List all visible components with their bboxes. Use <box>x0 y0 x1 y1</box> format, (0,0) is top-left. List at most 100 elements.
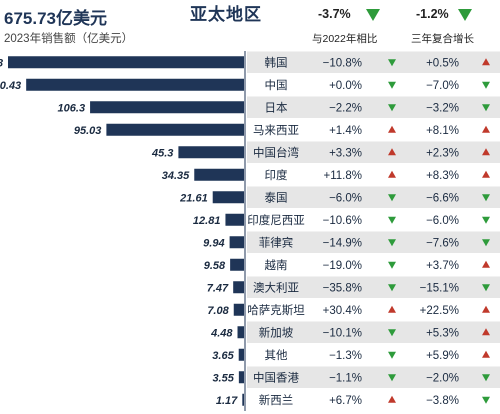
triangle-down-icon <box>388 351 396 359</box>
cagr-3yr-value: +3.7% <box>426 260 459 272</box>
row-shade <box>247 96 500 118</box>
bar <box>237 326 244 339</box>
category-label: 中国 <box>265 78 288 92</box>
vs-2022-value: −1.3% <box>329 350 362 362</box>
cagr-3yr-value: −7.6% <box>426 237 459 249</box>
category-label: 新西兰 <box>259 393 294 407</box>
bar-value-label: 162.98 <box>0 57 4 69</box>
cagr-3yr-value: −2.0% <box>426 372 459 384</box>
cagr-3yr-value: +8.1% <box>426 125 459 137</box>
category-label: 哈萨克斯坦 <box>247 303 305 317</box>
triangle-down-icon <box>388 374 396 382</box>
category-label: 新加坡 <box>259 325 294 339</box>
cagr-3yr-value: +2.3% <box>426 147 459 159</box>
bar <box>238 348 244 361</box>
row-shade <box>247 186 500 208</box>
triangle-down-icon <box>482 374 490 382</box>
bar <box>233 281 244 294</box>
triangle-down-icon <box>388 81 396 89</box>
triangle-up-icon <box>388 305 396 313</box>
triangle-down-icon <box>482 216 490 224</box>
bar <box>194 168 244 181</box>
vs-2022-value: +30.4% <box>323 305 362 317</box>
vs-2022-value: −10.1% <box>323 327 362 339</box>
vs-2022-value: −10.8% <box>323 57 362 69</box>
bar-value-label: 7.47 <box>207 282 229 294</box>
vs-2022-value: −35.8% <box>323 282 362 294</box>
category-label: 越南 <box>265 258 288 272</box>
bar-value-label: 21.61 <box>179 192 208 204</box>
overall-change-2022: -3.7% <box>318 7 351 21</box>
bar-value-label: 12.81 <box>193 215 221 227</box>
bar <box>106 123 244 136</box>
vs-2022-value: −1.1% <box>329 372 362 384</box>
vs-2022-value: +11.8% <box>324 170 362 182</box>
bar <box>229 236 244 249</box>
bar-value-label: 3.55 <box>212 372 234 384</box>
cagr-3yr-value: −7.0% <box>426 80 459 92</box>
total-sales: 675.73亿美元 <box>4 9 107 28</box>
bar-value-label: 9.94 <box>203 237 224 249</box>
triangle-up-icon <box>388 395 396 403</box>
cagr-3yr-value: +0.5% <box>426 57 459 69</box>
cagr-3yr-value: −3.2% <box>426 102 459 114</box>
triangle-down-icon <box>388 104 396 112</box>
cagr-3yr-value: +22.5% <box>420 305 459 317</box>
column-header-3yr-cagr: 三年复合增长 <box>411 33 474 45</box>
category-label: 泰国 <box>265 190 288 204</box>
bar-value-label: 1.17 <box>216 395 238 407</box>
triangle-down-icon <box>482 81 490 89</box>
bar <box>242 393 244 406</box>
triangle-down-icon <box>482 396 490 404</box>
category-label: 日本 <box>265 100 288 114</box>
bar-value-label: 150.43 <box>0 80 21 92</box>
cagr-3yr-value: +5.9% <box>426 350 459 362</box>
vs-2022-value: −2.2% <box>329 102 362 114</box>
bar-value-label: 34.35 <box>162 170 190 182</box>
triangle-down-icon <box>482 284 490 292</box>
bar <box>90 101 244 114</box>
vs-2022-value: +3.3% <box>329 147 362 159</box>
bar-value-label: 95.03 <box>74 125 102 137</box>
triangle-up-icon <box>482 260 490 268</box>
region-title: 亚太地区 <box>190 5 262 24</box>
triangle-down-icon <box>388 194 396 202</box>
category-label: 澳大利亚 <box>253 280 299 294</box>
bar <box>233 303 244 316</box>
bar <box>26 78 245 91</box>
category-label: 印度 <box>265 168 288 182</box>
row-shade <box>247 276 500 298</box>
overall-change-3yr: -1.2% <box>416 7 449 21</box>
triangle-up-icon <box>482 305 490 313</box>
bar <box>178 146 244 159</box>
vs-2022-value: −19.0% <box>323 260 362 272</box>
category-label: 中国香港 <box>253 370 299 384</box>
bar <box>225 213 244 226</box>
triangle-up-icon <box>482 350 490 358</box>
bar <box>8 56 244 69</box>
triangle-down-icon <box>482 194 490 202</box>
row-shade <box>247 231 500 253</box>
triangle-down-icon <box>482 239 490 247</box>
triangle-down-icon <box>388 329 396 337</box>
row-shade <box>247 141 500 163</box>
bar-value-label: 4.48 <box>210 327 233 339</box>
category-label: 马来西亚 <box>253 123 299 137</box>
triangle-up-icon <box>482 170 490 178</box>
bar-value-label: 9.58 <box>204 260 226 272</box>
cagr-3yr-value: −6.6% <box>426 192 459 204</box>
bar-value-label: 7.08 <box>207 305 229 317</box>
vs-2022-value: −6.0% <box>329 192 362 204</box>
row-shade <box>247 366 500 388</box>
category-label: 韩国 <box>265 55 288 69</box>
vs-2022-value: −10.6% <box>323 215 362 227</box>
triangle-down-icon <box>388 216 396 224</box>
triangle-up-icon <box>482 328 490 336</box>
triangle-up-icon <box>482 58 490 66</box>
bar-value-label: 3.65 <box>212 350 234 362</box>
triangle-up-icon <box>482 148 490 156</box>
vs-2022-value: +6.7% <box>329 395 362 407</box>
row-shade <box>247 51 500 73</box>
category-label: 中国台湾 <box>253 145 299 159</box>
vs-2022-value: −14.9% <box>323 237 362 249</box>
